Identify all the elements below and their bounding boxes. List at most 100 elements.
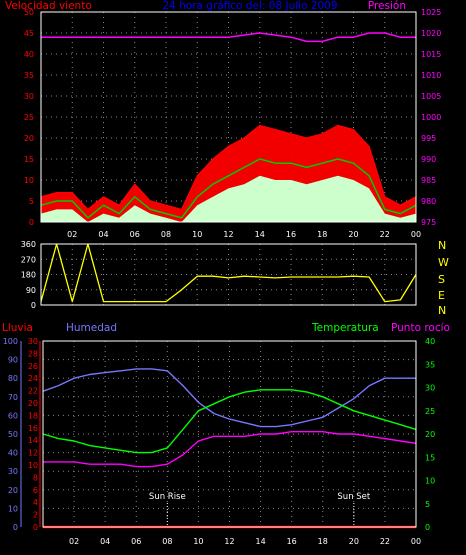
humidity-y-tick-label: 30: [8, 467, 18, 476]
pressure-line: [41, 32, 416, 43]
temperature-y-tick-label: 20: [425, 430, 435, 439]
env-x-tick-label: 14: [255, 537, 265, 546]
temperature-y-tick-label: 5: [425, 500, 430, 509]
rain-y-tick-label: 6: [33, 486, 38, 495]
dewpoint-label: Punto rocío: [391, 322, 450, 334]
wind-x-tick-label: 16: [286, 230, 296, 239]
pressure-y-tick-label: 1025: [421, 8, 441, 17]
pressure-y-tick-label: 995: [421, 134, 436, 143]
wind-y-tick-label: 45: [24, 29, 34, 38]
temperature-y-tick-label: 35: [425, 360, 435, 369]
wind-x-tick-label: 12: [223, 230, 233, 239]
wind-x-tick-label: 08: [161, 230, 171, 239]
wind-direction-line: [40, 243, 417, 303]
dewpoint-line: [43, 431, 417, 468]
wind-x-tick-label: 04: [98, 230, 108, 239]
direction-letter-e: E: [438, 289, 445, 302]
wind-x-tick-label: 02: [67, 230, 77, 239]
env-x-tick-label: 06: [131, 537, 141, 546]
wind-y-tick-label: 35: [24, 71, 34, 80]
rain-y-tick-label: 18: [28, 411, 38, 420]
env-x-tick-label: 18: [318, 537, 328, 546]
wind-x-tick-label: 20: [348, 230, 358, 239]
humidity-y-tick-label: 100: [3, 337, 18, 346]
direction-letter-n-bottom: N: [438, 304, 446, 317]
humidity-temperature-panel: 02 04 06 08 10 12 14 16 18 20 22 000102030405060708…: [3, 337, 435, 546]
wind-pressure-panel: 02 04 06 08 10 12 14 16 18 20 22 000510152025303540…: [24, 8, 442, 239]
pressure-y-tick-label: 1010: [421, 71, 441, 80]
rain-y-tick-label: 14: [28, 436, 38, 445]
humidity-y-tick-label: 70: [8, 393, 18, 402]
rain-y-tick-label: 24: [28, 374, 38, 383]
pressure-y-tick-label: 1020: [421, 29, 441, 38]
direction-letter-s: S: [438, 273, 445, 286]
direction-letter-n-top: N: [438, 239, 446, 252]
temperature-y-tick-label: 0: [425, 523, 430, 532]
chart-title: 24 hora gráfico del: 08 Julio 2009: [162, 0, 337, 12]
wind-gust-line: [40, 124, 417, 210]
pressure-y-tick-label: 1005: [421, 92, 441, 101]
rain-y-tick-label: 10: [28, 461, 38, 470]
env-x-tick-label: 20: [349, 537, 359, 546]
temperature-y-tick-label: 40: [425, 337, 435, 346]
wind-y-tick-label: 15: [24, 155, 34, 164]
wind-x-tick-label: 22: [380, 230, 390, 239]
rain-y-tick-label: 30: [28, 337, 38, 346]
wind-frame: [40, 11, 417, 223]
pressure-y-tick-label: 1015: [421, 50, 441, 59]
wind-x-tick-label: 10: [192, 230, 202, 239]
rain-y-tick-label: 20: [28, 399, 38, 408]
env-x-tick-label: 08: [162, 537, 172, 546]
wind-y-tick-label: 40: [24, 50, 34, 59]
sunset-label: Sun Set: [337, 492, 370, 502]
env-x-tick-label: 22: [380, 537, 390, 546]
humidity-y-tick-label: 20: [8, 486, 18, 495]
rain-y-tick-label: 8: [33, 473, 38, 482]
direction-y-tick-label: 0: [31, 301, 36, 310]
wind-x-tick-label: 18: [317, 230, 327, 239]
direction-y-tick-label: 90: [26, 286, 36, 295]
rain-y-tick-label: 4: [33, 498, 38, 507]
wind-y-tick-label: 20: [24, 134, 34, 143]
humidity-y-tick-label: 0: [13, 523, 18, 532]
env-x-tick-label: 12: [224, 537, 234, 546]
rain-y-tick-label: 12: [28, 449, 38, 458]
humidity-y-tick-label: 60: [8, 411, 18, 420]
temperature-y-tick-label: 10: [425, 477, 435, 486]
wind-average-line: [40, 158, 417, 219]
pressure-y-tick-label: 985: [421, 176, 436, 185]
wind-direction-panel: 0 90 180 270 360: [21, 240, 417, 310]
wind-y-tick-label: 25: [24, 113, 34, 122]
wind-x-tick-label: 00: [411, 230, 421, 239]
temperature-y-tick-label: 25: [425, 407, 435, 416]
wind-y-tick-label: 0: [29, 218, 34, 227]
humidity-y-tick-label: 40: [8, 449, 18, 458]
temperature-label: Temperatura: [311, 322, 379, 334]
env-frame: [42, 340, 417, 528]
pressure-y-tick-label: 975: [421, 218, 436, 227]
rain-y-tick-label: 0: [33, 523, 38, 532]
wind-speed-label: Velocidad viento: [5, 0, 92, 12]
wind-y-tick-label: 10: [24, 176, 34, 185]
env-x-tick-label: 16: [287, 537, 297, 546]
pressure-y-tick-label: 1000: [421, 113, 441, 122]
direction-y-tick-label: 270: [21, 255, 36, 264]
pressure-label: Presión: [368, 0, 406, 12]
wind-y-tick-label: 50: [24, 8, 34, 17]
wind-y-tick-label: 5: [29, 197, 34, 206]
env-x-tick-label: 00: [411, 537, 421, 546]
rain-y-tick-label: 22: [28, 387, 38, 396]
humidity-y-tick-label: 50: [8, 430, 18, 439]
env-x-tick-label: 04: [100, 537, 110, 546]
env-x-tick-label: 10: [193, 537, 203, 546]
wind-low-area: [41, 175, 416, 222]
temperature-y-tick-label: 30: [425, 384, 435, 393]
temperature-y-tick-label: 15: [425, 453, 435, 462]
humidity-line: [42, 368, 416, 428]
pressure-y-tick-label: 990: [421, 155, 436, 164]
humidity-y-tick-label: 90: [8, 356, 18, 365]
rain-y-tick-label: 16: [28, 424, 38, 433]
direction-y-tick-label: 360: [21, 240, 36, 249]
pressure-y-tick-label: 980: [421, 197, 436, 206]
